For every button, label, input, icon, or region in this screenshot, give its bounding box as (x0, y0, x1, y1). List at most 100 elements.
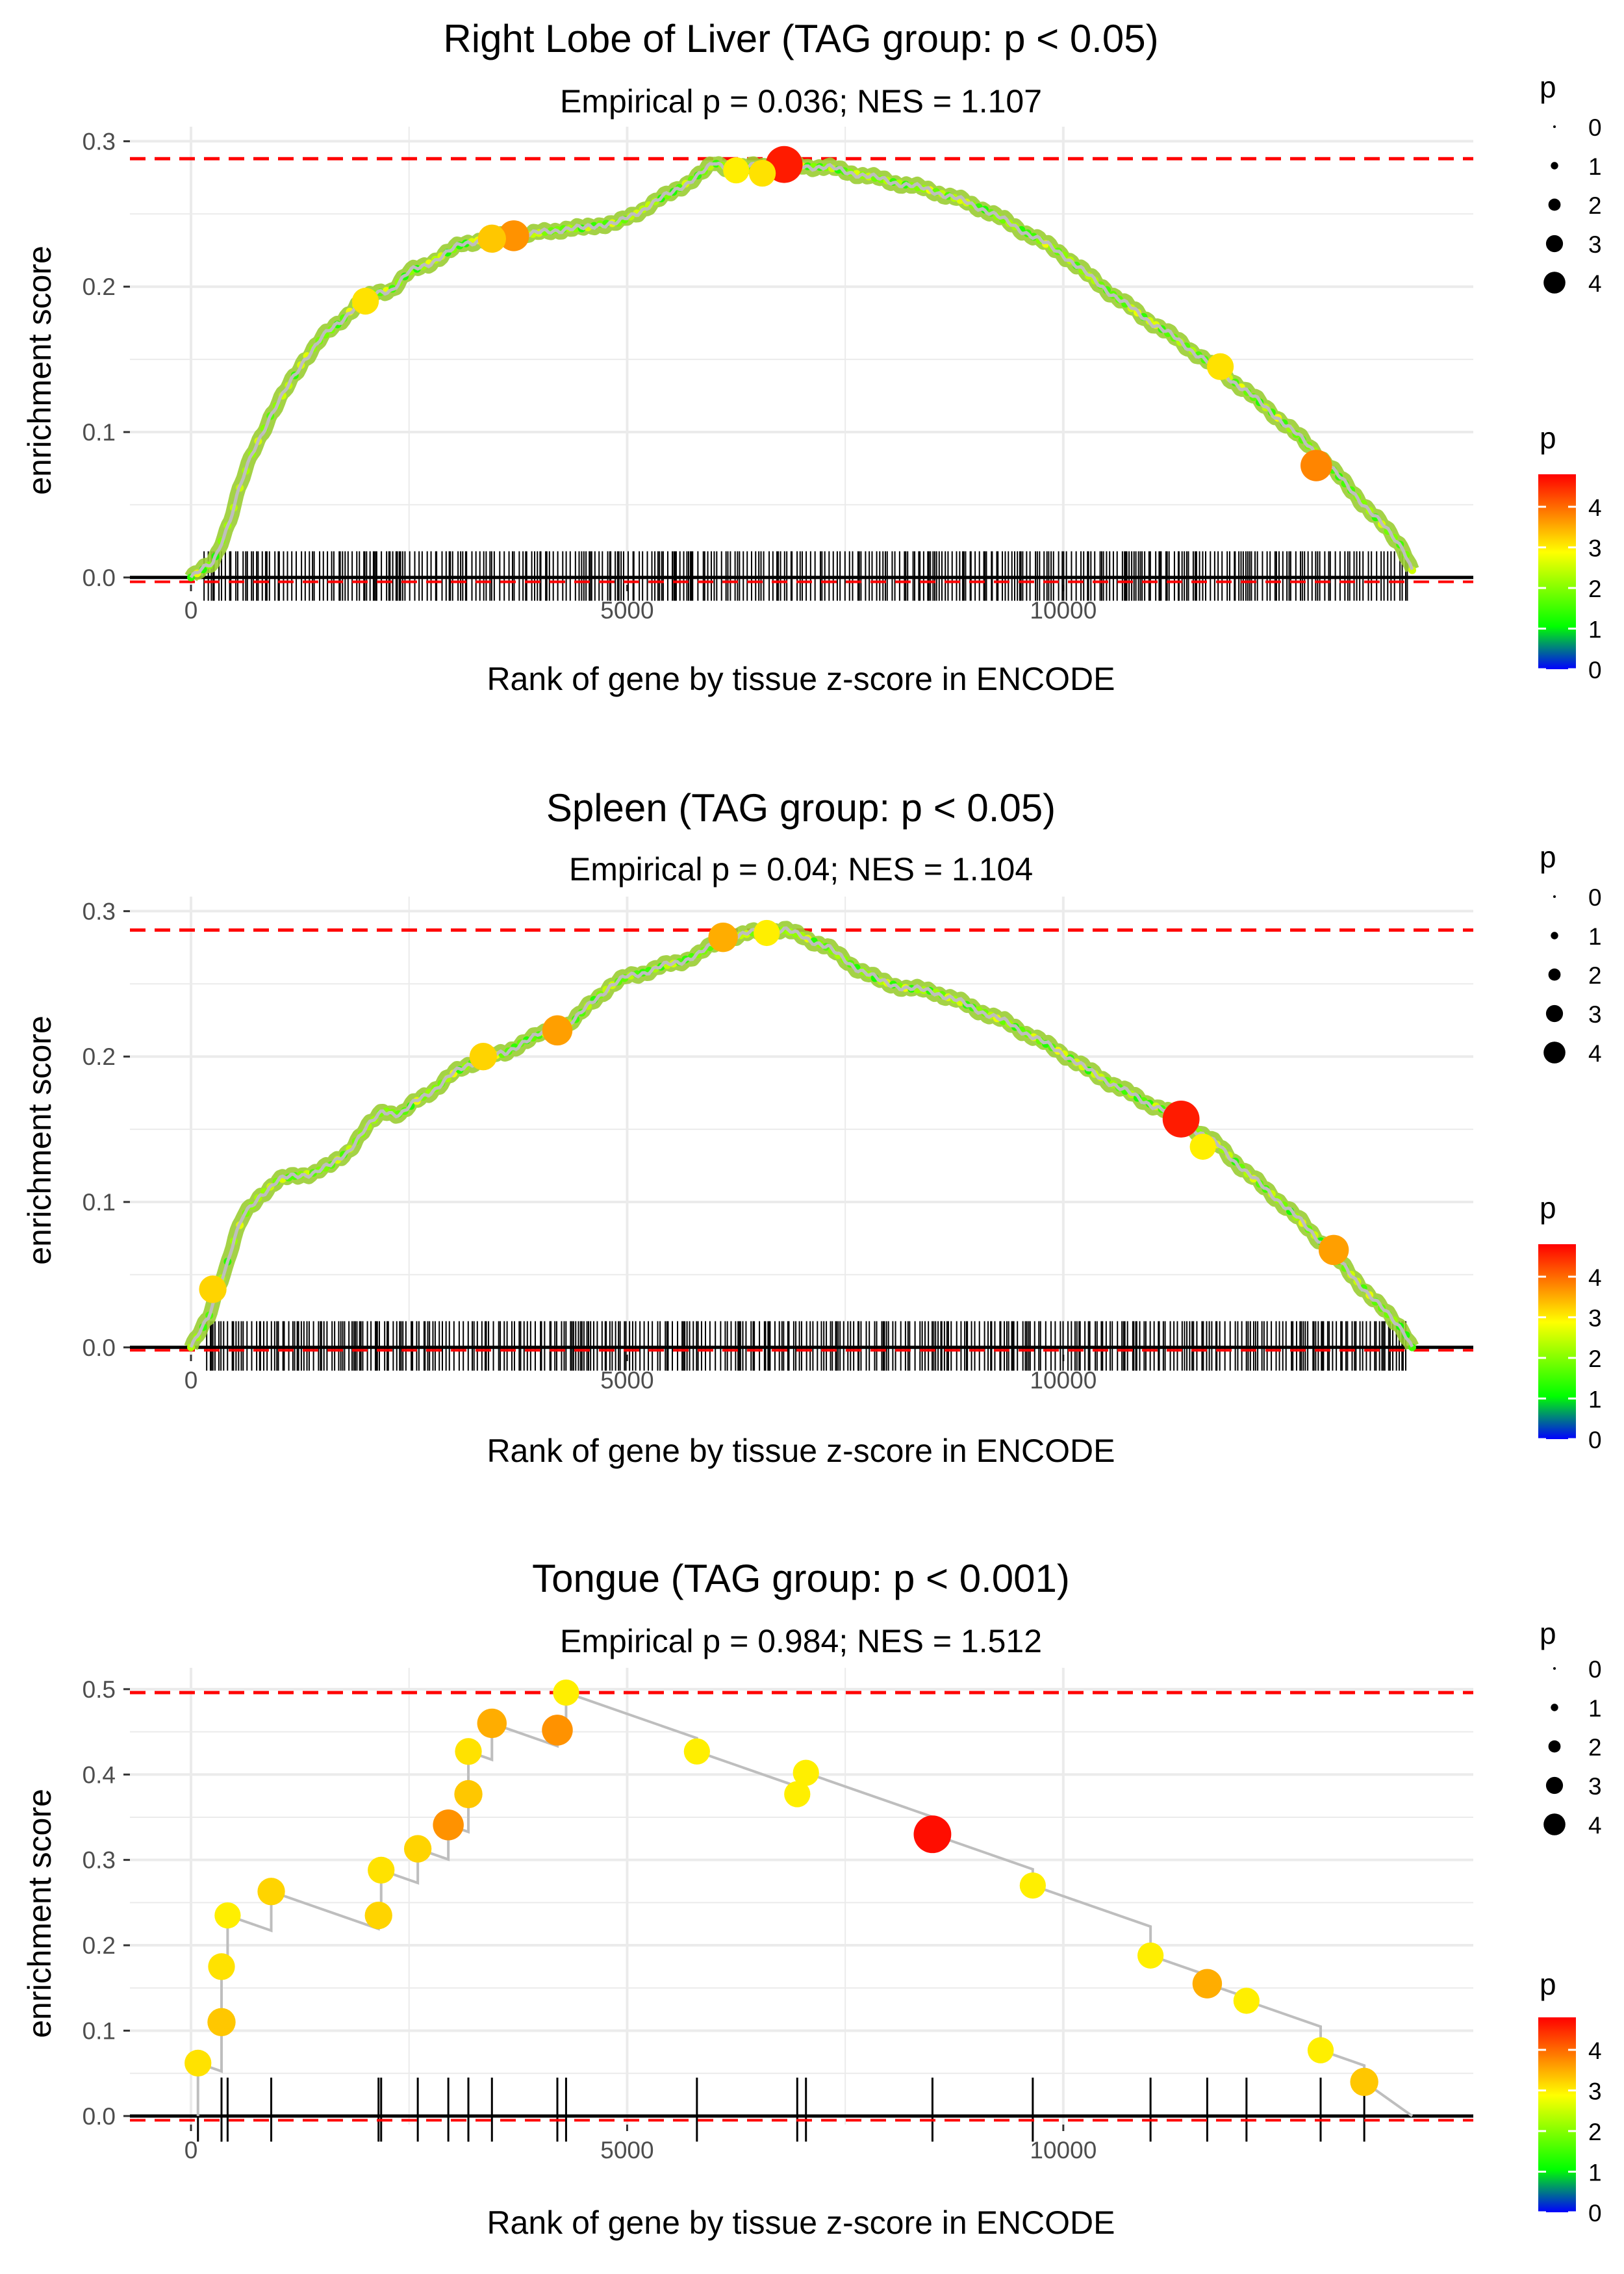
highlight-point (1189, 1133, 1216, 1160)
size-legend-dot (1551, 1704, 1558, 1711)
chart-2-xlabel: Rank of gene by tissue z-score in ENCODE (487, 1433, 1115, 1469)
size-legend-dot (1545, 235, 1564, 253)
y-tick-label: 0.5 (82, 1676, 116, 1703)
size-legend-dot (1545, 1776, 1564, 1795)
chart-panel-3: Tongue (TAG group: p < 0.001) Empirical … (21, 1557, 1602, 2241)
size-legend-label: 2 (1588, 962, 1602, 989)
size-legend-dot (1548, 198, 1561, 211)
color-scale-bar (1538, 474, 1576, 669)
chart-2-subtitle: Empirical p = 0.04; NES = 1.104 (569, 851, 1033, 888)
highlight-point (469, 1043, 498, 1071)
size-legend-dot (1543, 272, 1566, 294)
size-legend-label: 0 (1588, 884, 1602, 911)
gene-point (364, 1901, 392, 1930)
chart-2-color-legend: 4 3 2 1 0 (1538, 1244, 1602, 1453)
y-tick-label: 0.2 (82, 1932, 116, 1959)
x-tick-label: 10000 (1030, 2137, 1097, 2164)
x-tick-label: 5000 (600, 597, 653, 624)
color-legend-label: 0 (1588, 657, 1602, 683)
color-legend-label: 0 (1588, 1427, 1602, 1453)
gene-point (793, 1759, 819, 1786)
gene-point (1192, 1969, 1223, 1999)
highlight-point (754, 919, 780, 947)
gene-point (455, 1738, 482, 1765)
chart-1-color-legend-title: p (1540, 421, 1556, 455)
chart-2-title: Spleen (TAG group: p < 0.05) (546, 786, 1056, 830)
color-legend-label: 1 (1588, 1386, 1602, 1413)
chart-1-ylabel: enrichment score (21, 246, 58, 495)
y-tick-label: 0.2 (82, 1043, 116, 1070)
size-legend-dot (1548, 1740, 1561, 1753)
size-legend-dot (1553, 1667, 1556, 1670)
chart-3-title: Tongue (TAG group: p < 0.001) (532, 1557, 1070, 1600)
size-legend-label: 3 (1588, 1773, 1602, 1800)
size-legend-dot (1551, 932, 1558, 939)
color-scale-bar (1538, 1244, 1576, 1439)
chart-3-size-legend: 0 1 2 3 4 (1543, 1656, 1602, 1839)
running-es-band (184, 921, 1419, 1350)
y-tick-label: 0.3 (82, 898, 116, 925)
size-legend-dot (1548, 968, 1561, 981)
chart-3-plot: 0 5000 10000 0.0 0.1 0.2 0.3 0.4 0.5 (82, 1668, 1473, 2164)
chart-panel-1: Right Lobe of Liver (TAG group: p < 0.05… (21, 17, 1602, 697)
chart-3-size-legend-title: p (1540, 1616, 1556, 1650)
color-legend-label: 2 (1588, 1346, 1602, 1372)
gene-point (1350, 2067, 1378, 2096)
chart-1-subtitle: Empirical p = 0.036; NES = 1.107 (560, 83, 1042, 120)
size-legend-label: 2 (1588, 192, 1602, 219)
gene-point (208, 1953, 235, 1980)
size-legend-dot (1543, 1041, 1566, 1064)
gene-point (683, 1738, 710, 1765)
size-legend-dot (1553, 125, 1556, 128)
chart-1-xlabel: Rank of gene by tissue z-score in ENCODE (487, 661, 1115, 697)
y-tick-label: 0.3 (82, 128, 116, 155)
gene-point (913, 1815, 952, 1854)
y-tick-label: 0.0 (82, 2103, 116, 2130)
size-legend-label: 4 (1588, 270, 1602, 297)
gene-point (368, 1856, 395, 1884)
x-tick-label: 10000 (1030, 597, 1097, 624)
x-tick-label: 5000 (600, 2137, 653, 2164)
y-tick-label: 0.1 (82, 2017, 116, 2044)
gene-point (207, 2008, 236, 2036)
highlight-point (1162, 1101, 1200, 1138)
size-legend-dot (1551, 162, 1558, 170)
y-tick-label: 0.1 (82, 1189, 116, 1216)
highlight-point (498, 220, 529, 251)
size-legend-label: 0 (1588, 114, 1602, 141)
chart-1-size-legend-title: p (1540, 70, 1556, 104)
gene-point (1137, 1942, 1164, 1969)
size-legend-label: 4 (1588, 1040, 1602, 1067)
highlight-point (351, 287, 379, 315)
chart-2-ylabel: enrichment score (21, 1016, 58, 1265)
color-scale-bar (1538, 2017, 1576, 2212)
size-legend-label: 2 (1588, 1734, 1602, 1761)
chart-1-title: Right Lobe of Liver (TAG group: p < 0.05… (443, 17, 1158, 60)
y-tick-label: 0.3 (82, 1847, 116, 1874)
size-legend-dot (1545, 1004, 1564, 1023)
size-legend-label: 1 (1588, 153, 1602, 180)
chart-2-color-legend-title: p (1540, 1191, 1556, 1225)
running-es-line (189, 926, 1414, 1348)
highlight-point (1206, 353, 1234, 380)
chart-2-size-legend: 0 1 2 3 4 (1543, 884, 1602, 1067)
chart-panel-2: Spleen (TAG group: p < 0.05) Empirical p… (21, 786, 1602, 1469)
gene-point (1019, 1872, 1046, 1899)
gene-point (454, 1780, 483, 1809)
chart-2-size-legend-title: p (1540, 840, 1556, 874)
y-tick-label: 0.1 (82, 419, 116, 446)
gene-point (1233, 1987, 1260, 2014)
color-legend-label: 2 (1588, 2119, 1602, 2145)
size-legend-dot (1543, 1813, 1566, 1835)
y-tick-label: 0.2 (82, 274, 116, 300)
color-legend-label: 4 (1588, 494, 1602, 521)
chart-3-xlabel: Rank of gene by tissue z-score in ENCODE (487, 2204, 1115, 2241)
highlight-point (542, 1015, 573, 1046)
color-legend-label: 4 (1588, 1264, 1602, 1291)
gene-point (477, 1708, 507, 1739)
chart-1-size-legend: 0 1 2 3 4 (1543, 114, 1602, 297)
highlight-point (748, 159, 776, 187)
y-tick-label: 0.0 (82, 1335, 116, 1361)
size-legend-label: 1 (1588, 1695, 1602, 1722)
